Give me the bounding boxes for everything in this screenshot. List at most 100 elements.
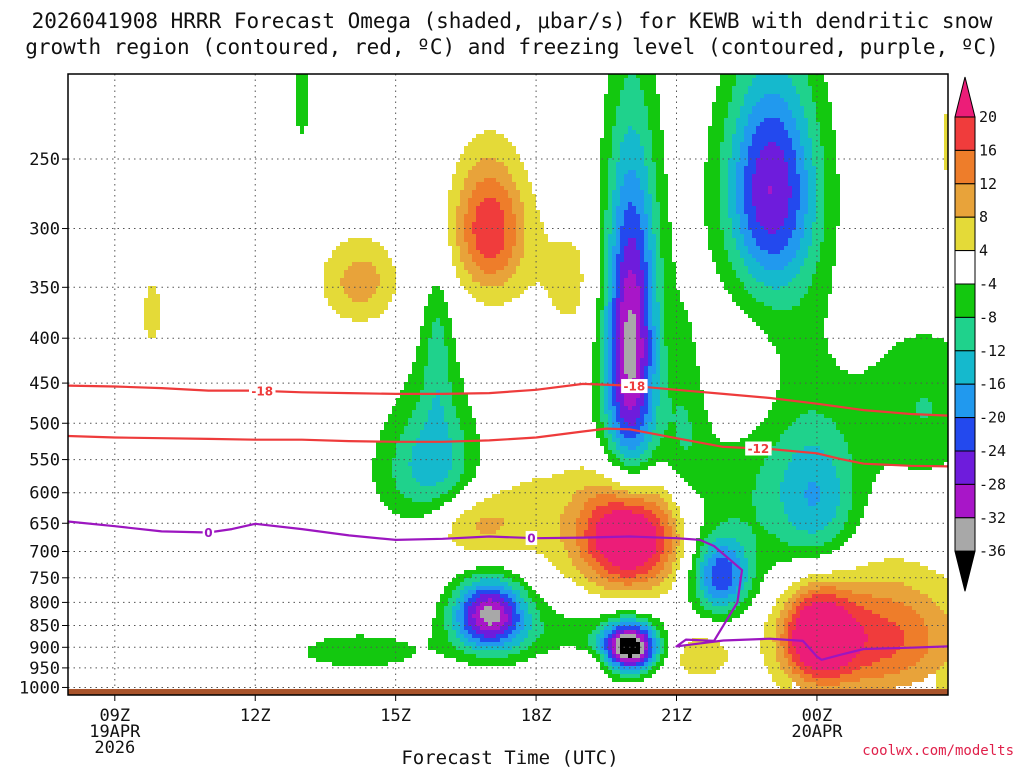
- omega-cell: [880, 562, 884, 582]
- omega-cell: [632, 498, 636, 506]
- omega-cell: [356, 634, 360, 666]
- omega-cell: [392, 458, 396, 478]
- omega-cell: [924, 398, 928, 418]
- omega-cell: [608, 410, 612, 434]
- omega-cell: [756, 522, 760, 594]
- omega-cell: [572, 618, 576, 646]
- omega-cell: [800, 414, 804, 450]
- omega-cell: [476, 522, 480, 530]
- omega-cell: [800, 662, 804, 670]
- omega-cell: [788, 186, 792, 198]
- omega-cell: [504, 578, 508, 582]
- omega-cell: [628, 634, 632, 638]
- omega-cell: [624, 666, 628, 670]
- omega-cell: [300, 74, 304, 134]
- omega-cell: [644, 618, 648, 622]
- contour-label: 0: [204, 526, 212, 540]
- omega-cell: [616, 498, 620, 502]
- omega-cell: [940, 574, 944, 610]
- omega-cell: [648, 662, 652, 666]
- omega-cell: [672, 414, 676, 422]
- omega-cell: [464, 654, 468, 662]
- omega-cell: [808, 74, 812, 86]
- omega-cell: [784, 674, 788, 694]
- omega-cell: [616, 626, 620, 630]
- omega-cell: [820, 582, 824, 586]
- omega-cell: [620, 454, 624, 462]
- omega-cell: [508, 570, 512, 578]
- omega-cell: [452, 646, 456, 658]
- omega-cell: [348, 238, 352, 266]
- omega-cell: [828, 594, 832, 602]
- omega-cell: [616, 402, 620, 422]
- omega-cell: [820, 74, 824, 146]
- omega-cell: [808, 598, 812, 606]
- omega-cell: [632, 406, 636, 426]
- omega-cell: [444, 494, 448, 502]
- omega-cell: [416, 402, 420, 438]
- omega-cell: [592, 570, 596, 582]
- omega-cell: [484, 658, 488, 666]
- omega-cell: [772, 290, 776, 310]
- omega-cell: [344, 294, 348, 318]
- omega-cell: [644, 562, 648, 574]
- omega-cell: [616, 582, 620, 590]
- omega-cell: [600, 422, 604, 446]
- omega-cell: [644, 510, 648, 518]
- omega-cell: [504, 190, 508, 266]
- omega-cell: [480, 270, 484, 286]
- omega-cell: [760, 122, 764, 150]
- omega-cell: [456, 162, 460, 206]
- omega-cell: [788, 238, 792, 262]
- omega-cell: [796, 654, 800, 666]
- omega-cell: [908, 586, 912, 606]
- omega-cell: [928, 402, 932, 414]
- omega-cell: [456, 598, 460, 610]
- omega-cell: [720, 590, 724, 598]
- omega-cell: [848, 682, 852, 694]
- omega-cell: [608, 450, 612, 462]
- omega-cell: [812, 410, 816, 446]
- omega-cell: [612, 510, 616, 566]
- omega-cell: [576, 470, 580, 490]
- omega-cell: [812, 506, 816, 534]
- omega-cell: [752, 106, 756, 134]
- omega-cell: [468, 586, 472, 590]
- omega-cell: [476, 582, 480, 586]
- omega-cell: [924, 654, 928, 678]
- omega-cell: [516, 154, 520, 190]
- omega-cell: [604, 306, 608, 414]
- omega-cell: [808, 674, 812, 682]
- omega-cell: [428, 638, 432, 650]
- omega-cell: [648, 638, 652, 658]
- omega-cell: [640, 674, 644, 682]
- omega-cell: [912, 338, 916, 470]
- omega-cell: [356, 302, 360, 322]
- omega-cell: [652, 666, 656, 674]
- omega-cell: [448, 470, 452, 490]
- omega-cell: [448, 190, 452, 246]
- omega-cell: [836, 670, 840, 678]
- omega-cell: [652, 626, 656, 630]
- omega-cell: [748, 74, 752, 86]
- omega-cell: [884, 598, 888, 618]
- omega-cell: [620, 434, 624, 446]
- omega-cell: [636, 498, 640, 506]
- omega-cell: [708, 610, 712, 618]
- omega-cell: [612, 482, 616, 490]
- omega-cell: [328, 258, 332, 306]
- omega-cell: [628, 238, 632, 270]
- omega-cell: [848, 374, 852, 454]
- y-tick-label: 350: [29, 278, 60, 298]
- omega-cell: [472, 418, 476, 478]
- omega-cell: [796, 590, 800, 598]
- omega-cell: [720, 538, 724, 546]
- omega-cell: [876, 614, 880, 662]
- omega-cell: [808, 246, 812, 286]
- omega-cell: [460, 474, 464, 490]
- omega-cell: [332, 638, 336, 666]
- omega-cell: [724, 650, 728, 662]
- omega-cell: [476, 590, 480, 598]
- omega-cell: [632, 170, 636, 206]
- omega-cell: [628, 450, 632, 458]
